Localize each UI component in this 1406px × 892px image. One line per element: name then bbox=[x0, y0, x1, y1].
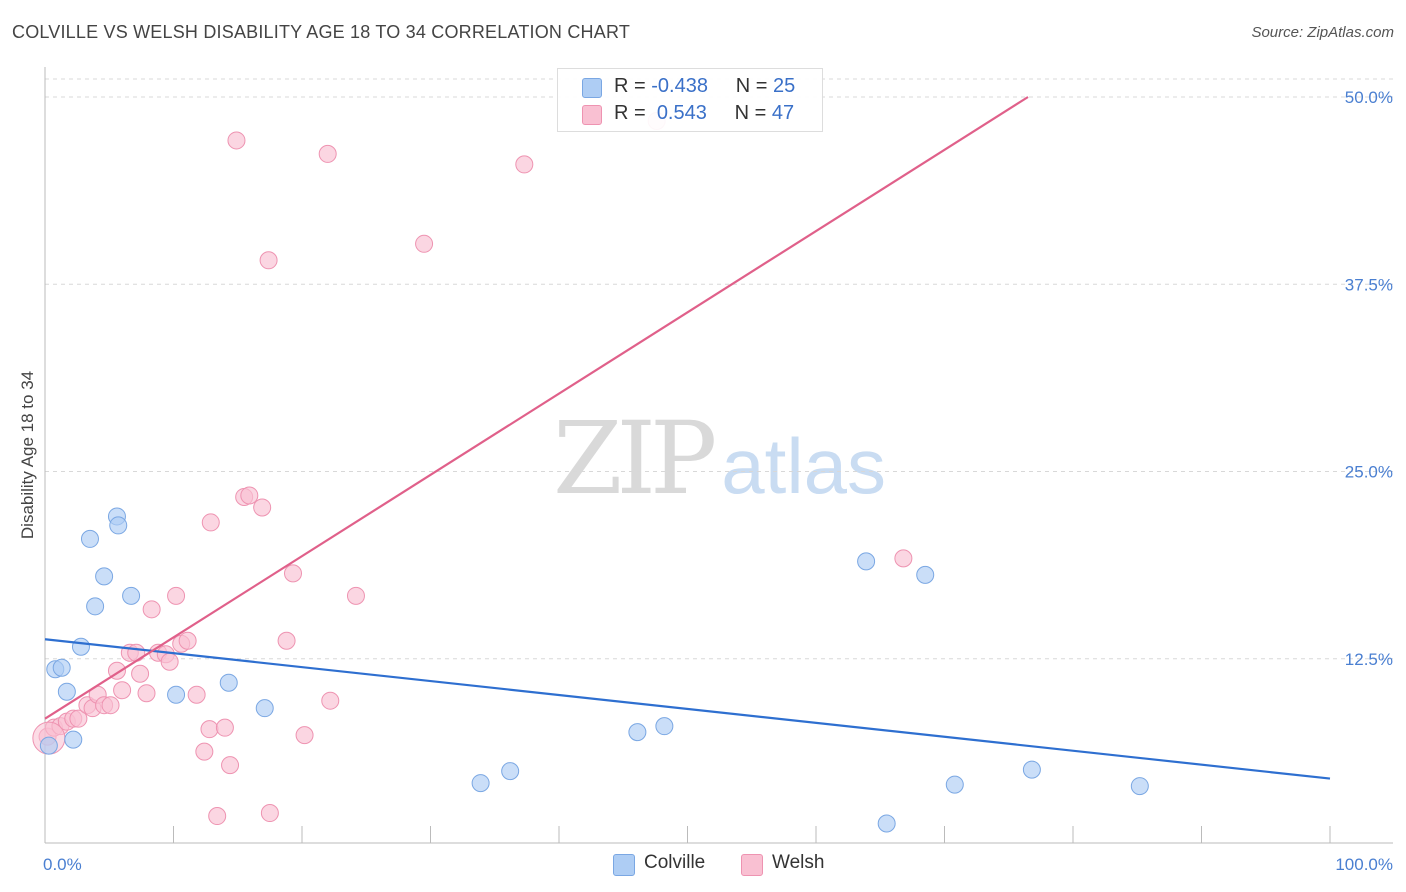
welsh-point bbox=[221, 756, 240, 775]
welsh-point bbox=[142, 600, 161, 619]
welsh-point bbox=[195, 742, 214, 761]
welsh-point bbox=[260, 804, 279, 823]
colville-point bbox=[1022, 760, 1041, 779]
colville-point bbox=[167, 685, 186, 704]
tick-labels: 12.5% 25.0% 37.5% 50.0% 0.0% 100.0% bbox=[43, 88, 1393, 874]
welsh-point bbox=[215, 718, 234, 737]
welsh-point bbox=[240, 486, 259, 505]
legend-colville-text: R = -0.438 N = 25 bbox=[614, 75, 795, 98]
welsh-point bbox=[253, 498, 272, 517]
legend-welsh-r-value: 0.543 bbox=[656, 102, 707, 124]
welsh-point bbox=[137, 684, 156, 703]
welsh-series bbox=[32, 111, 913, 826]
y-tick-label: 50.0% bbox=[1345, 88, 1393, 107]
colville-legend-label: Colville bbox=[644, 852, 706, 873]
welsh-point bbox=[318, 144, 337, 163]
welsh-point bbox=[127, 643, 146, 662]
welsh-point bbox=[101, 696, 120, 715]
y-tick-label: 37.5% bbox=[1345, 275, 1393, 294]
welsh-trend-line bbox=[44, 96, 1029, 720]
watermark: ZIP atlas bbox=[553, 400, 886, 517]
legend-colville-r-label: R = bbox=[614, 75, 646, 97]
colville-point bbox=[122, 586, 141, 605]
welsh-point bbox=[167, 586, 186, 605]
welsh-point bbox=[346, 586, 365, 605]
welsh-point bbox=[277, 631, 296, 650]
colville-point bbox=[628, 723, 647, 742]
watermark-atlas: atlas bbox=[721, 422, 887, 510]
colville-point bbox=[1130, 777, 1149, 796]
legend-welsh-n-label: N = bbox=[734, 102, 767, 124]
colville-point bbox=[71, 637, 90, 656]
welsh-point bbox=[178, 631, 197, 650]
legend-colville-n-label: N = bbox=[735, 75, 768, 97]
welsh-point bbox=[201, 513, 220, 532]
colville-point bbox=[916, 565, 935, 584]
colville-trend-line bbox=[44, 638, 1331, 780]
colville-point bbox=[857, 552, 876, 571]
colville-point bbox=[945, 775, 964, 794]
y-tick-label: 12.5% bbox=[1345, 650, 1393, 669]
welsh-point bbox=[187, 685, 206, 704]
welsh-point bbox=[200, 720, 219, 739]
colville-point bbox=[109, 516, 128, 535]
colville-point bbox=[877, 814, 896, 833]
colville-point bbox=[39, 736, 58, 755]
welsh-point bbox=[284, 564, 303, 583]
colville-legend-swatch bbox=[613, 854, 635, 876]
welsh-point bbox=[415, 234, 434, 253]
colville-point bbox=[219, 673, 238, 692]
gridlines bbox=[45, 78, 1393, 660]
x-tick-label: 100.0% bbox=[1335, 855, 1393, 874]
legend-welsh-n-value: 47 bbox=[771, 102, 795, 124]
welsh-point bbox=[321, 691, 340, 710]
welsh-point bbox=[113, 681, 132, 700]
welsh-point bbox=[69, 709, 88, 728]
source-label: Source: ZipAtlas.com bbox=[1251, 24, 1394, 41]
welsh-point bbox=[208, 807, 227, 826]
correlation-legend: R = -0.438 N = 25 R = 0.543 N = 47 bbox=[557, 68, 823, 132]
welsh-point bbox=[131, 664, 150, 683]
legend-colville-n-value: 25 bbox=[773, 75, 796, 97]
trend-lines bbox=[44, 96, 1331, 780]
colville-point bbox=[64, 730, 83, 749]
colville-swatch bbox=[582, 78, 602, 98]
welsh-point bbox=[227, 131, 246, 150]
welsh-point bbox=[259, 251, 278, 270]
welsh-legend-label: Welsh bbox=[772, 852, 825, 873]
welsh-swatch bbox=[582, 105, 602, 125]
chart-title: COLVILLE VS WELSH DISABILITY AGE 18 TO 3… bbox=[12, 22, 631, 42]
colville-point bbox=[80, 529, 99, 548]
welsh-point bbox=[515, 155, 534, 174]
colville-point bbox=[95, 567, 114, 586]
legend-welsh-r-label: R = bbox=[614, 102, 646, 124]
legend-welsh-text: R = 0.543 N = 47 bbox=[614, 102, 794, 125]
colville-point bbox=[471, 774, 490, 793]
axes bbox=[44, 67, 1393, 844]
colville-point bbox=[501, 762, 520, 781]
colville-point bbox=[255, 699, 274, 718]
legend-colville-r-value: -0.438 bbox=[651, 75, 708, 97]
welsh-point bbox=[295, 726, 314, 745]
welsh-point bbox=[160, 652, 179, 671]
colville-point bbox=[57, 682, 76, 701]
colville-series bbox=[39, 507, 1149, 833]
colville-point bbox=[52, 658, 71, 677]
welsh-point bbox=[894, 549, 913, 568]
x-tick-label: 0.0% bbox=[43, 855, 82, 874]
welsh-legend-swatch bbox=[741, 854, 763, 876]
watermark-zip: ZIP bbox=[553, 400, 717, 517]
colville-point bbox=[655, 717, 674, 736]
colville-point bbox=[86, 597, 105, 616]
y-tick-label: 25.0% bbox=[1345, 463, 1393, 482]
